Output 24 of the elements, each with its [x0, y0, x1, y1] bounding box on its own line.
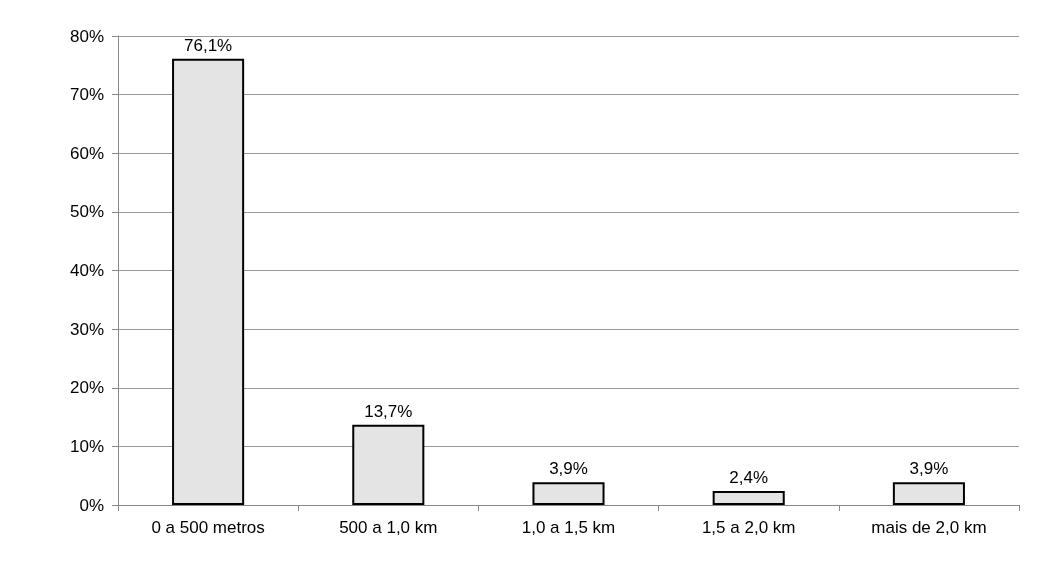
- y-tick-label: 40%: [69, 261, 104, 280]
- x-tick-label: 1,0 a 1,5 km: [521, 518, 616, 537]
- y-tick-label: 70%: [69, 85, 104, 105]
- data-label: 13,7%: [364, 401, 413, 421]
- bar: [352, 424, 425, 505]
- y-tick-label: 0%: [79, 495, 104, 515]
- x-tick-label: 1,5 a 2,0 km: [701, 518, 796, 537]
- data-label: 76,1%: [184, 35, 233, 55]
- data-label: 3,9%: [909, 459, 949, 479]
- bar: [532, 482, 605, 505]
- data-label: 3,9%: [549, 459, 588, 479]
- bar: [892, 482, 965, 505]
- x-tick-label: mais de 2,0 km: [871, 518, 987, 537]
- data-label: 2,4%: [729, 467, 769, 487]
- x-tick-label: 500 a 1,0 km: [339, 518, 438, 537]
- y-tick-label: 80%: [69, 26, 104, 46]
- bar: [712, 490, 785, 505]
- y-tick-label: 50%: [69, 202, 104, 222]
- x-tick-label: 0 a 500 metros: [151, 518, 265, 537]
- y-tick-label: 30%: [69, 319, 104, 339]
- y-tick-label: 20%: [69, 378, 104, 398]
- y-tick-label: 10%: [69, 436, 104, 456]
- y-tick-label: 60%: [69, 143, 104, 163]
- bar: [172, 58, 245, 505]
